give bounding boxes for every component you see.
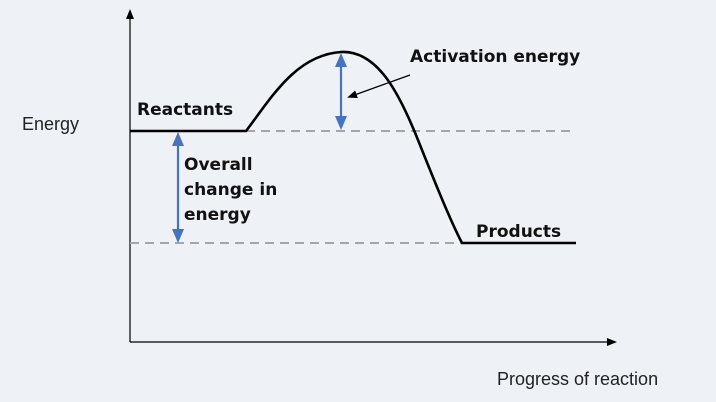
activation-label-pointer: [347, 74, 411, 99]
overall-change-line-3: energy: [184, 205, 251, 225]
overall-change-label: Overall change in energy: [184, 153, 277, 228]
reaction-energy-curve: [130, 50, 576, 245]
y-axis-label: Energy: [22, 114, 80, 134]
activation-energy-label: Activation energy: [410, 47, 581, 67]
products-label: Products: [476, 222, 562, 242]
overall-change-line-2: change in: [184, 180, 278, 200]
overall-change-line-1: Overall: [184, 155, 253, 175]
x-axis-label: Progress of reaction: [497, 369, 659, 389]
reactants-label: Reactants: [137, 100, 234, 120]
